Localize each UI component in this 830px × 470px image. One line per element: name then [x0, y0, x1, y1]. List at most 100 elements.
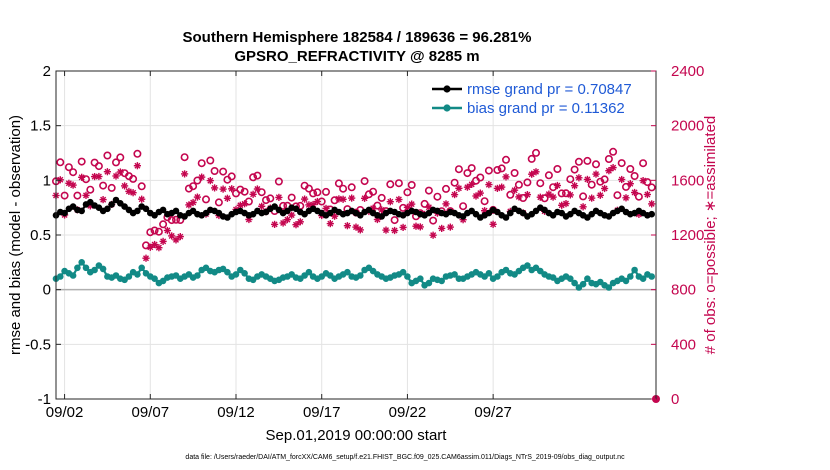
possible-obs-marker [613, 191, 622, 200]
possible-obs-marker [583, 156, 592, 165]
asterisk-stroke [340, 196, 347, 203]
asterisk-stroke [584, 176, 591, 183]
possible-obs-marker [621, 182, 630, 191]
assimilated-obs-marker [343, 222, 351, 230]
possible-obs-marker [574, 157, 583, 166]
possible-obs-marker [360, 177, 369, 186]
assimilated-obs-marker [583, 175, 591, 183]
left-y-tick-labels: -1 -0.5 0 0.5 1 1.5 2 [25, 63, 51, 408]
bias-point [241, 270, 248, 277]
possible-obs-marker [249, 173, 258, 182]
asterisk-stroke [481, 207, 488, 214]
possible-obs-marker [202, 195, 211, 204]
asterisk-stroke [147, 244, 154, 251]
rmse-point [134, 207, 141, 215]
left-y-tick-label: 0 [43, 282, 51, 299]
asterisk-stroke [143, 255, 149, 262]
legend: rmse grand pr = 0.70847 bias grand pr = … [432, 81, 632, 117]
possible-obs-marker [60, 191, 69, 200]
asterisk-stroke [258, 203, 265, 210]
asterisk-stroke [224, 195, 231, 202]
possible-obs-marker [463, 169, 472, 178]
possible-obs-marker [64, 163, 73, 172]
bias-point [622, 277, 630, 285]
assimilated-obs-marker [455, 184, 463, 192]
possible-obs-marker [154, 227, 163, 236]
asterisk-stroke [533, 168, 539, 175]
assimilated-obs-marker [395, 195, 403, 204]
possible-obs-marker [321, 187, 330, 196]
asterisk-stroke [563, 200, 569, 207]
asterisk-stroke [194, 194, 201, 201]
bias-point [69, 272, 77, 279]
assimilated-obs-marker [288, 211, 296, 219]
possible-obs-marker [566, 175, 575, 184]
assimilated-obs-marker [476, 189, 484, 197]
asterisk-stroke [644, 191, 651, 198]
x-tick-label: 09/22 [389, 404, 427, 421]
assimilated-obs-marker [163, 226, 171, 235]
asterisk-stroke [78, 174, 85, 181]
bias-point [567, 275, 574, 283]
assimilated-obs-marker [138, 195, 146, 203]
possible-obs-marker [484, 166, 493, 175]
bias-point [357, 272, 364, 279]
asterisk-stroke [580, 203, 587, 210]
possible-obs-marker [480, 197, 489, 206]
assimilated-obs-marker [99, 196, 107, 204]
possible-obs-marker [373, 201, 382, 210]
x-tick-label: 09/12 [217, 404, 255, 421]
bias-point [605, 284, 613, 291]
asterisk-stroke [627, 180, 634, 187]
asterisk-stroke [327, 220, 334, 227]
assimilated-obs-marker [545, 190, 553, 198]
possible-obs-marker [407, 181, 416, 190]
bias-point [425, 279, 433, 287]
assimilated-obs-marker [485, 181, 493, 189]
bias-series [52, 259, 655, 291]
asterisk-stroke [284, 216, 291, 223]
assimilated-obs-marker [198, 173, 206, 181]
possible-obs-marker [386, 180, 395, 189]
assimilated-obs-marker [283, 216, 291, 224]
asterisk-stroke [70, 182, 77, 189]
asterisk-stroke [155, 244, 162, 251]
assimilated-obs-marker [605, 167, 613, 175]
rmse-point [104, 205, 111, 213]
assimilated-obs-marker [103, 168, 111, 176]
asterisk-stroke [490, 221, 497, 228]
assimilated-obs-marker [223, 194, 231, 202]
bias-point [579, 280, 587, 288]
possible-obs-marker [377, 193, 386, 202]
bias-point [627, 273, 634, 280]
bias-point [571, 279, 578, 287]
possible-obs-marker [253, 171, 262, 180]
asterisk-stroke [160, 238, 167, 245]
possible-obs-marker [634, 192, 643, 201]
asterisk-stroke [524, 191, 531, 198]
possible-obs-marker [420, 199, 429, 208]
right-y-tick-label: 800 [671, 282, 696, 299]
possible-obs-marker [459, 202, 468, 211]
right-y-tick-label: 1600 [671, 172, 704, 189]
assimilated-obs-marker [622, 194, 630, 202]
possible-obs-marker [510, 169, 519, 178]
x-axis-label: Sep.01,2019 00:00:00 start [266, 427, 448, 444]
possible-obs-marker [557, 189, 566, 198]
bias-point [224, 268, 231, 276]
assimilated-obs-marker [442, 200, 450, 208]
asterisk-stroke [511, 187, 518, 194]
asterisk-stroke [207, 177, 214, 184]
assimilated-obs-marker [609, 164, 617, 172]
asterisk-stroke [198, 174, 205, 181]
possible-obs-marker [639, 159, 648, 168]
bias-point [305, 268, 313, 276]
asterisk-stroke [575, 174, 582, 181]
possible-obs-marker [497, 164, 506, 173]
possible-obs-marker [531, 148, 540, 157]
left-y-tick-label: 2 [43, 63, 51, 80]
possible-obs-marker [180, 153, 189, 162]
rmse-point [172, 207, 180, 215]
possible-obs-marker [604, 155, 613, 164]
